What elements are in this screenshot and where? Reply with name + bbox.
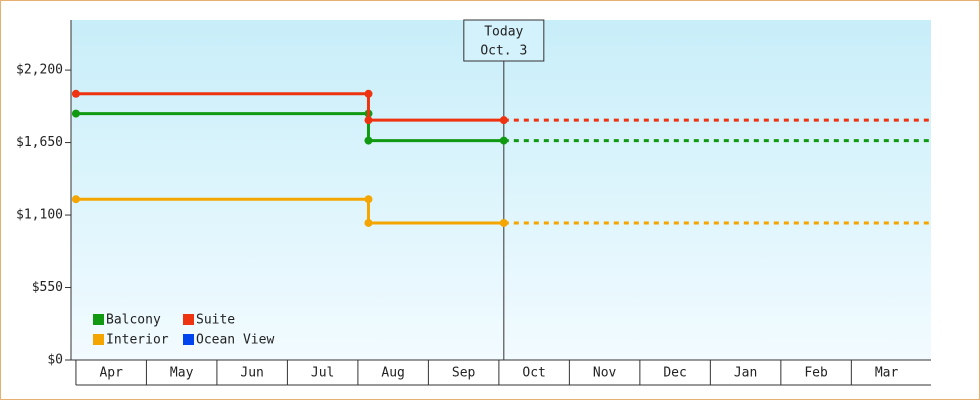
- legend-swatch: [93, 334, 104, 345]
- point: [71, 109, 80, 118]
- point: [364, 89, 373, 98]
- x-tick-label: May: [170, 366, 194, 381]
- series-line: [75, 92, 504, 122]
- plot-area: [71, 20, 931, 360]
- x-tick-label: Jun: [240, 366, 263, 381]
- point: [364, 195, 373, 204]
- today-label: Today: [484, 25, 523, 40]
- point: [364, 136, 373, 145]
- point: [71, 195, 80, 204]
- today-label: Oct. 3: [480, 44, 527, 59]
- legend-label: Balcony: [106, 313, 161, 328]
- y-tick-label: $2,200: [16, 63, 63, 78]
- y-tick-label: $1,100: [16, 208, 63, 223]
- y-tick-label: $1,650: [16, 135, 63, 150]
- legend-label: Ocean View: [196, 333, 274, 348]
- y-tick-label: $0: [47, 353, 63, 368]
- legend-swatch: [183, 314, 194, 325]
- point: [499, 116, 508, 125]
- legend-swatch: [183, 334, 194, 345]
- legend-swatch: [93, 314, 104, 325]
- point: [71, 89, 80, 98]
- y-tick-label: $550: [32, 280, 63, 295]
- x-tick-label: Aug: [381, 366, 404, 381]
- x-tick-label: Dec: [663, 366, 686, 381]
- point: [364, 218, 373, 227]
- x-tick-label: Jan: [734, 366, 757, 381]
- legend-label: Interior: [106, 333, 169, 348]
- x-tick-label: Apr: [99, 366, 123, 381]
- point: [364, 116, 373, 125]
- point: [499, 136, 508, 145]
- x-tick-label: Feb: [804, 366, 828, 381]
- point: [499, 218, 508, 227]
- series-line: [75, 197, 504, 225]
- x-tick-label: Nov: [593, 366, 617, 381]
- legend-label: Suite: [196, 313, 235, 328]
- today-box: [463, 19, 545, 62]
- series-line: [75, 112, 504, 143]
- x-tick-label: Mar: [875, 366, 899, 381]
- x-tick-label: Oct: [522, 366, 545, 381]
- x-tick-label: Sep: [452, 366, 476, 381]
- x-tick-label: Jul: [311, 366, 334, 381]
